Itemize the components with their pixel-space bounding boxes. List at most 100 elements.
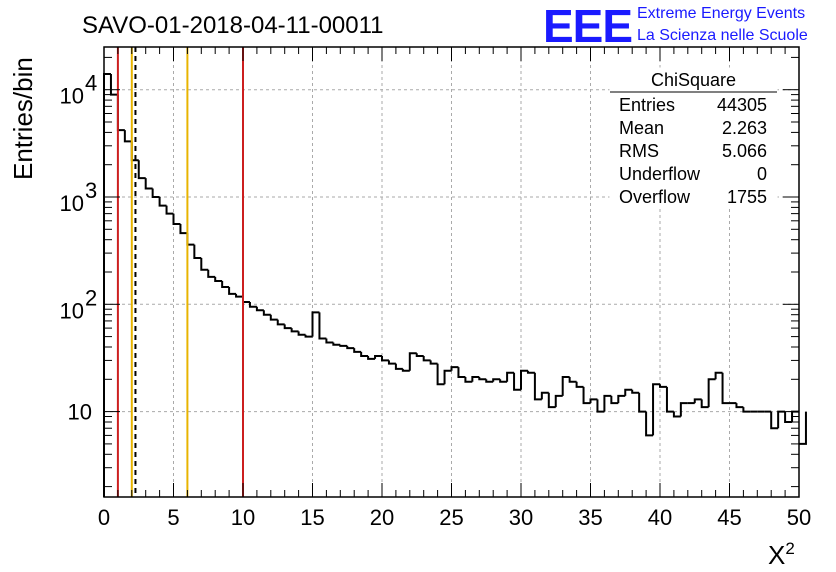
x-axis-title-base: X — [768, 540, 785, 570]
histogram-bin — [707, 378, 716, 408]
histogram-bin — [659, 384, 667, 388]
x-tick-label: 30 — [509, 505, 533, 530]
histogram-bin — [165, 205, 174, 215]
histogram-bin — [221, 280, 230, 288]
histogram-bin — [645, 411, 654, 437]
histogram-bin — [575, 381, 584, 388]
histogram-bin — [485, 379, 494, 383]
y-axis-title: Entries/bin — [8, 57, 38, 180]
histogram-bin — [638, 392, 647, 413]
histogram-bin — [353, 348, 362, 353]
logo-eee-text: EEE — [543, 0, 632, 52]
histogram-bin — [568, 377, 577, 383]
histogram-bin — [617, 394, 626, 404]
x-axis-title: X2 — [768, 539, 795, 570]
histogram-bin — [443, 369, 452, 385]
histogram-bin — [158, 197, 167, 207]
x-tick-label: 50 — [787, 505, 811, 530]
x-tick-label: 10 — [231, 505, 255, 530]
x-tick-label: 5 — [167, 505, 179, 530]
stats-row-label: Mean — [619, 118, 664, 138]
histogram-bin — [478, 377, 487, 381]
histogram-bin — [631, 389, 640, 394]
histogram-bin — [186, 233, 195, 246]
histogram-bin — [672, 411, 681, 418]
histogram-bin — [387, 360, 396, 365]
y-tick-label-exp: 4 — [85, 71, 97, 96]
histogram-bin — [109, 74, 118, 96]
histogram-bin — [589, 398, 598, 404]
chart-title: SAVO-01-2018-04-11-00011 — [82, 12, 384, 39]
histogram-bin — [693, 398, 702, 404]
histogram-bin — [103, 73, 111, 497]
histogram-bin — [179, 224, 188, 235]
x-tick-label: 20 — [370, 505, 394, 530]
histogram-bin — [394, 363, 403, 370]
histogram-bin — [297, 331, 306, 336]
histogram-bin — [450, 366, 459, 371]
histogram-bin — [269, 314, 278, 321]
histogram-bin — [248, 302, 257, 308]
histogram-bin — [742, 407, 751, 413]
histogram-bin — [540, 391, 549, 400]
x-tick-label: 35 — [578, 505, 602, 530]
stats-box: ChiSquare Entries 44305 Mean 2.263 RMS 5.066 Un… — [609, 67, 778, 208]
histogram-bin — [290, 328, 299, 333]
histogram-bin — [603, 394, 612, 412]
stats-row-label: RMS — [619, 141, 659, 161]
histogram-bin — [799, 411, 807, 445]
histogram-bin — [381, 355, 389, 362]
histogram-bin — [228, 286, 237, 295]
histogram-bin — [172, 213, 181, 226]
histogram-bin — [714, 371, 723, 380]
x-tick-label: 15 — [300, 505, 324, 530]
histogram-bin — [200, 258, 209, 271]
histogram-bin — [276, 319, 285, 326]
stats-row-value: 2.263 — [722, 118, 767, 138]
histogram-bin — [665, 386, 674, 413]
histogram-bin — [679, 402, 688, 417]
histogram-bin — [513, 372, 521, 391]
y-tick-label: 10 — [60, 191, 84, 216]
histogram-bin — [318, 312, 327, 340]
histogram-bin — [360, 351, 369, 357]
histogram-bin — [492, 378, 501, 382]
stats-title: ChiSquare — [651, 70, 736, 90]
histogram-bin — [624, 388, 633, 396]
histogram-bin — [401, 368, 410, 372]
histogram-bin — [262, 310, 271, 316]
histogram-bin — [367, 355, 376, 360]
cut-lines — [116, 47, 244, 497]
histogram-bin — [144, 178, 153, 190]
logo-line-2: La Scienza nelle Scuole — [637, 27, 808, 44]
histogram-bin — [116, 94, 125, 132]
histogram-bin — [415, 353, 424, 357]
histogram-bin — [533, 372, 542, 401]
histogram-bin — [464, 377, 473, 383]
histogram-bin — [554, 394, 563, 408]
histogram-bin — [436, 363, 445, 386]
histogram-bin — [332, 342, 341, 346]
histogram-bin — [255, 306, 264, 312]
histogram-bin — [561, 376, 570, 396]
histogram-bin — [547, 392, 556, 409]
histogram-bin — [151, 188, 160, 198]
histogram-bin — [346, 345, 355, 350]
stats-row-value: 44305 — [717, 95, 767, 115]
x-tick-label: 40 — [648, 505, 672, 530]
histogram-bin — [700, 399, 709, 409]
histogram-bin — [499, 379, 508, 383]
histogram-bin — [193, 244, 202, 260]
y-tick-label: 10 — [68, 400, 92, 425]
histogram-bin — [471, 376, 480, 382]
histogram-bin — [784, 411, 793, 423]
histogram-bin — [214, 276, 223, 282]
stats-row-label: Underflow — [619, 164, 701, 184]
x-tick-label: 25 — [439, 505, 463, 530]
histogram-bin — [777, 410, 786, 429]
histogram-bin — [506, 371, 515, 382]
histogram-bin — [137, 160, 146, 180]
histogram-bin — [770, 411, 779, 430]
histogram-bin — [374, 354, 382, 359]
